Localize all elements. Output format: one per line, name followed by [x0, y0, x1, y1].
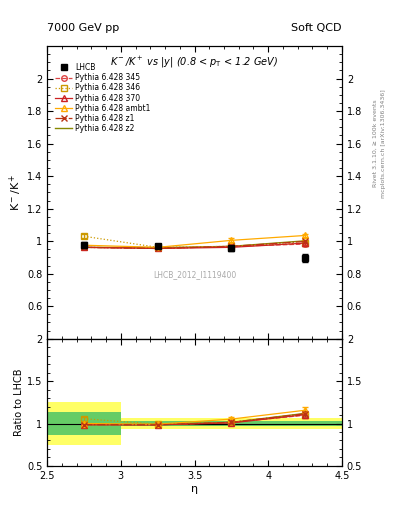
Pythia 6.428 z2 — [82, 244, 86, 250]
Pythia 6.428 z2 — [303, 238, 307, 244]
Text: LHCB_2012_I1119400: LHCB_2012_I1119400 — [153, 270, 236, 279]
Bar — [121, 418, 342, 430]
Text: mcplots.cern.ch [arXiv:1306.3436]: mcplots.cern.ch [arXiv:1306.3436] — [381, 89, 386, 198]
X-axis label: η: η — [191, 483, 198, 494]
Text: Rivet 3.1.10, ≥ 100k events: Rivet 3.1.10, ≥ 100k events — [373, 99, 378, 187]
Legend: LHCB, Pythia 6.428 345, Pythia 6.428 346, Pythia 6.428 370, Pythia 6.428 ambt1, : LHCB, Pythia 6.428 345, Pythia 6.428 346… — [54, 61, 152, 135]
Text: 7000 GeV pp: 7000 GeV pp — [47, 23, 119, 33]
Text: Soft QCD: Soft QCD — [292, 23, 342, 33]
Line: Pythia 6.428 z2: Pythia 6.428 z2 — [84, 241, 305, 248]
Text: K$^-$/K$^+$ vs |y| (0.8 < p$_\mathrm{T}$ < 1.2 GeV): K$^-$/K$^+$ vs |y| (0.8 < p$_\mathrm{T}$… — [110, 55, 279, 70]
Pythia 6.428 z2 — [155, 245, 160, 251]
Y-axis label: K$^-$/K$^+$: K$^-$/K$^+$ — [8, 174, 24, 211]
Bar — [47, 402, 121, 445]
Bar — [121, 420, 342, 426]
Pythia 6.428 z2 — [229, 243, 234, 249]
Y-axis label: Ratio to LHCB: Ratio to LHCB — [14, 369, 24, 436]
Bar — [47, 413, 121, 435]
